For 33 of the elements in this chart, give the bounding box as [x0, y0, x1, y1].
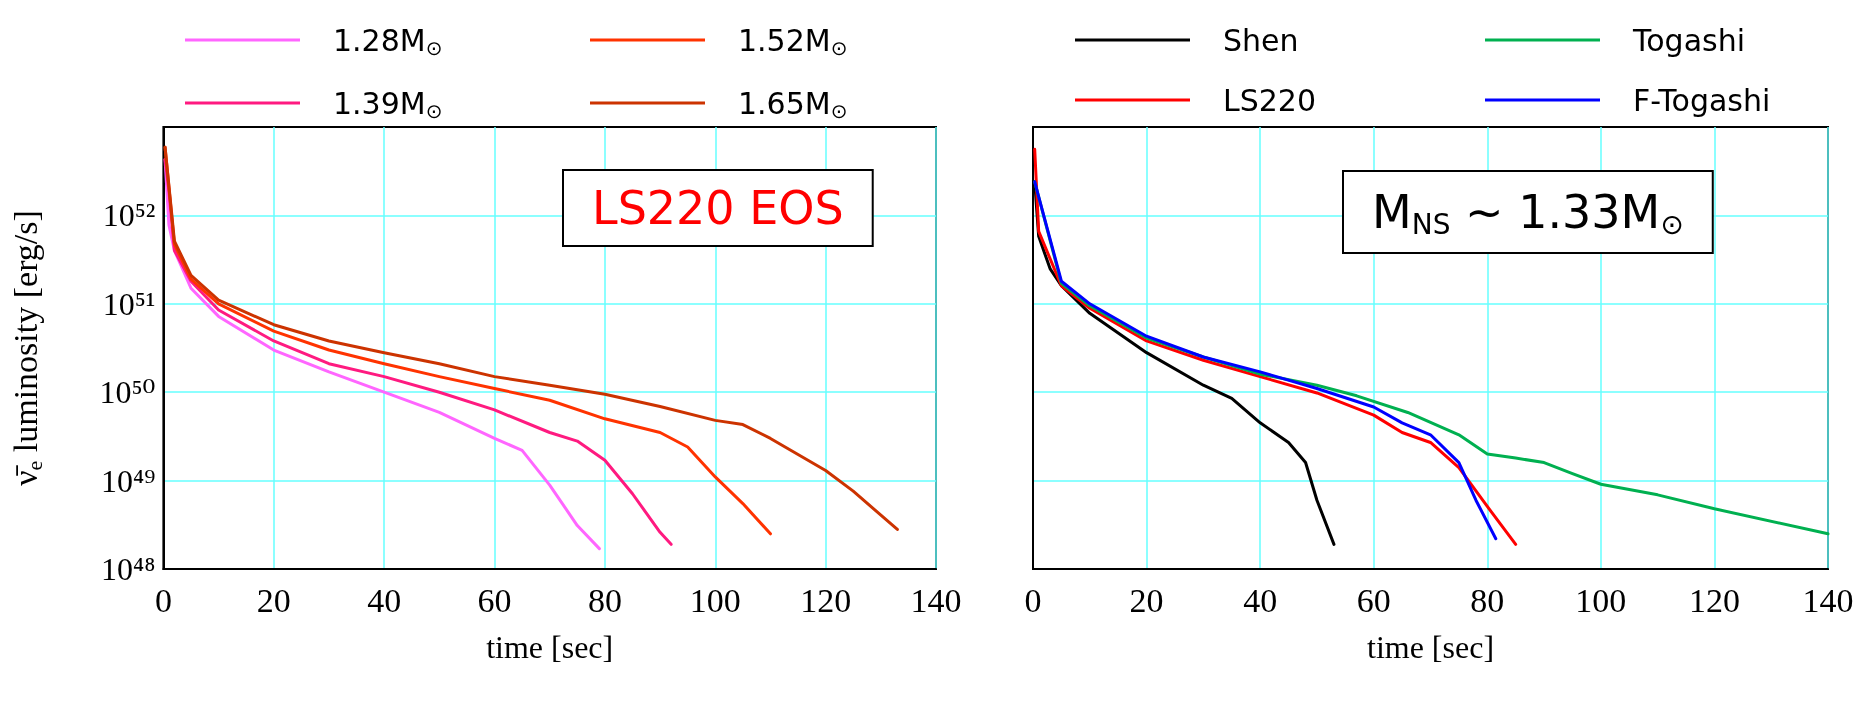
x-tick-label: 40	[367, 581, 402, 619]
x-tick-label: 100	[1575, 581, 1627, 619]
x-tick-label: 100	[689, 581, 741, 619]
x-tick-label: 60	[1356, 581, 1391, 619]
legend-label: Togashi	[1632, 22, 1745, 58]
x-tick-label: 20	[256, 581, 291, 619]
x-tick-label: 120	[800, 581, 852, 619]
x-tick-label: 140	[910, 581, 962, 619]
y-tick-label: 10⁴⁹	[101, 462, 156, 499]
x-tick-label: 80	[587, 581, 622, 619]
legend-label: 1.39M⊙	[333, 85, 443, 123]
x-tick-label: 60	[477, 581, 512, 619]
y-tick-label: 10⁵¹	[102, 285, 156, 322]
y-tick-label: 10⁵⁰	[99, 374, 156, 411]
annotation: LS220 EOS	[592, 181, 844, 235]
legend-label: 1.28M⊙	[333, 22, 443, 60]
y-tick-label: 10⁴⁸	[101, 551, 156, 587]
legend-label: F-Togashi	[1633, 82, 1771, 118]
x-axis-title: time [sec]	[1366, 629, 1495, 665]
x-axis-title: time [sec]	[486, 629, 614, 665]
x-tick-label: 80	[1470, 581, 1505, 619]
x-tick-label: 0	[1024, 581, 1042, 619]
y-axis-title: ν̄e luminosity [erg/s]	[6, 210, 47, 486]
legend-label: 1.52M⊙	[738, 22, 848, 60]
x-tick-label: 40	[1243, 581, 1278, 619]
y-tick-label: 10⁵²	[102, 197, 156, 234]
x-tick-label: 140	[1802, 581, 1854, 619]
legend-label: 1.65M⊙	[738, 85, 848, 123]
legend-label: LS220	[1223, 82, 1317, 118]
x-tick-label: 120	[1688, 581, 1740, 619]
x-tick-label: 0	[154, 581, 172, 619]
x-tick-label: 20	[1129, 581, 1164, 619]
legend-label: Shen	[1223, 22, 1299, 58]
